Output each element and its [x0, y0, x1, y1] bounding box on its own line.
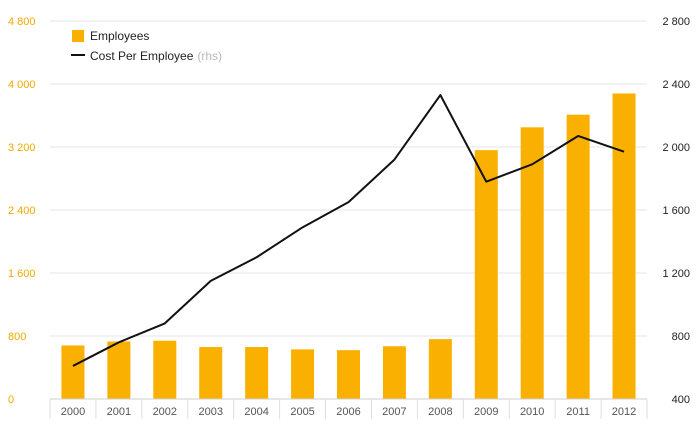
bar-employees: [520, 127, 544, 399]
x-tick-label: 2010: [520, 406, 544, 418]
bar-employees: [612, 93, 636, 399]
bar-employees: [566, 114, 590, 400]
y-left-tick-label: 800: [8, 331, 26, 343]
x-tick-label: 2005: [290, 406, 314, 418]
legend: Employees Cost Per Employee (rhs): [71, 29, 222, 63]
y-left-tick-label: 2 400: [8, 205, 36, 217]
x-tick-label: 2006: [336, 406, 360, 418]
axes: 0 800 1 600 2 400 3 200 4 000 4 800 400 800 1 200…: [8, 16, 690, 419]
bar-employees: [245, 347, 269, 399]
x-tick-label: 2007: [382, 406, 406, 418]
y-left-tick-label: 0: [8, 394, 14, 406]
y-right-tick-label: 2 000: [662, 142, 690, 154]
bar-employees: [428, 339, 452, 399]
bar-employees: [107, 341, 131, 399]
legend-swatch-employees: [72, 30, 84, 42]
x-tick-label: 2000: [61, 406, 85, 418]
x-tick-label: 2004: [244, 406, 268, 418]
x-tick-label: 2008: [428, 406, 452, 418]
y-left-tick-label: 1 600: [8, 268, 36, 280]
legend-label-cost-per-employee: Cost Per Employee (rhs): [90, 49, 222, 63]
x-tick-label: 2003: [198, 406, 222, 418]
x-tick-label: 2009: [474, 406, 498, 418]
y-right-tick-label: 800: [672, 331, 690, 343]
y-right-tick-label: 400: [672, 394, 690, 406]
legend-label-employees: Employees: [90, 29, 149, 43]
y-left-tick-label: 4 800: [8, 16, 36, 28]
bar-employees: [474, 150, 498, 399]
bar-employees: [382, 346, 406, 399]
legend-rhs-note: (rhs): [197, 49, 222, 63]
gridlines: [50, 20, 647, 337]
y-right-tick-label: 2 800: [662, 16, 690, 28]
bar-employees: [199, 347, 223, 399]
y-right-tick-label: 1 200: [662, 268, 690, 280]
y-left-tick-label: 4 000: [8, 79, 36, 91]
bar-employees: [61, 345, 85, 399]
bar-employees: [291, 349, 315, 399]
y-right-tick-label: 2 400: [662, 79, 690, 91]
x-tick-label: 2002: [153, 406, 177, 418]
y-left-tick-label: 3 200: [8, 142, 36, 154]
y-right-tick-label: 1 600: [662, 205, 690, 217]
x-tick-label: 2012: [612, 406, 636, 418]
bar-employees: [153, 340, 177, 399]
line-series-cost-per-employee: [72, 94, 625, 367]
bar-employees: [337, 350, 360, 399]
x-tick-label: 2011: [566, 406, 590, 418]
x-tick-label: 2001: [107, 406, 131, 418]
bar-series-employees: [61, 93, 636, 400]
